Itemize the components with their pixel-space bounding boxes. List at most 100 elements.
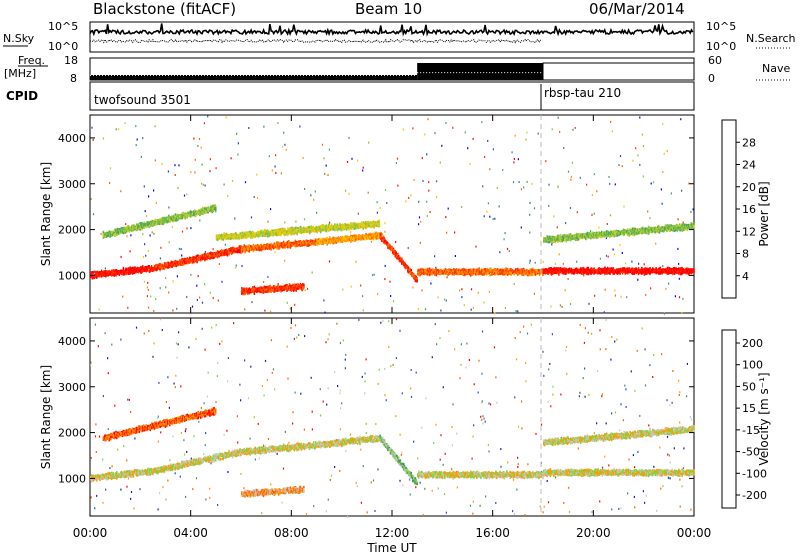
scatter-point [521, 188, 522, 190]
scatter-point [282, 146, 283, 148]
scatter-point [512, 151, 513, 153]
scatter-point [534, 293, 535, 295]
data-cell [613, 267, 615, 269]
scatter-point [592, 194, 593, 196]
freq-bar [417, 63, 543, 80]
scatter-point [395, 241, 396, 243]
scatter-point [575, 127, 576, 129]
scatter-point [226, 117, 227, 119]
data-cell [416, 280, 418, 282]
data-cell [113, 270, 115, 272]
data-cell [334, 238, 336, 240]
scatter-point [186, 227, 187, 229]
scatter-point [521, 227, 522, 229]
scatter-point [419, 216, 420, 218]
scatter-point [535, 262, 536, 264]
scatter-point [196, 285, 197, 287]
scatter-point [412, 127, 413, 129]
scatter-point [148, 250, 149, 252]
scatter-point [263, 126, 264, 128]
scatter-point [555, 263, 556, 265]
scatter-point [329, 149, 330, 151]
scatter-point [175, 174, 176, 176]
data-cell [276, 248, 278, 250]
scatter-point [272, 170, 273, 172]
freq-label: Freq. [18, 54, 45, 67]
scatter-point [127, 307, 128, 309]
scatter-point [136, 144, 137, 146]
data-cell [226, 250, 228, 252]
scatter-point [473, 307, 474, 309]
data-cell [217, 256, 219, 258]
scatter-point [304, 188, 305, 190]
scatter-point [445, 216, 446, 218]
scatter-point [181, 255, 182, 257]
scatter-point [245, 181, 246, 183]
scatter-point [204, 283, 205, 285]
data-cell [416, 277, 418, 279]
scatter-point [122, 296, 123, 298]
scatter-point [153, 190, 154, 192]
scatter-point [269, 155, 270, 157]
scatter-point [507, 248, 508, 250]
scatter-point [455, 255, 456, 257]
scatter-point [368, 142, 369, 144]
scatter-point [571, 176, 572, 178]
scatter-point [263, 281, 264, 283]
scatter-point [434, 132, 435, 134]
scatter-point [287, 302, 288, 304]
scatter-point [651, 183, 652, 185]
data-cell [332, 242, 334, 244]
scatter-point [349, 193, 350, 195]
scatter-point [323, 299, 324, 301]
scatter-point [384, 278, 385, 280]
data-cell [164, 267, 166, 269]
scatter-point [572, 129, 573, 131]
scatter-point [155, 159, 156, 161]
scatter-point [562, 306, 563, 308]
freq-bar [90, 75, 417, 80]
scatter-point [615, 295, 616, 297]
scatter-point [488, 202, 489, 204]
scatter-point [145, 255, 146, 257]
scatter-point [428, 181, 429, 183]
scatter-point [153, 233, 154, 235]
scatter-point [679, 296, 680, 298]
freq-tick-high: 18 [64, 54, 78, 67]
scatter-point [283, 132, 284, 134]
data-cell [401, 258, 403, 260]
scatter-point [570, 303, 571, 305]
scatter-point [598, 227, 599, 229]
scatter-point [168, 207, 169, 209]
scatter-point [199, 220, 200, 222]
scatter-point [144, 243, 145, 245]
scatter-point [421, 289, 422, 291]
scatter-point [487, 140, 488, 142]
scatter-point [194, 171, 195, 173]
scatter-point [324, 173, 325, 175]
scatter-point [148, 289, 149, 291]
scatter-point [622, 252, 623, 254]
scatter-point [408, 197, 409, 199]
scatter-point [248, 127, 249, 129]
scatter-point [360, 285, 361, 287]
scatter-point [393, 300, 394, 302]
scatter-point [101, 233, 102, 235]
data-cell [569, 268, 571, 270]
data-cell [117, 228, 119, 230]
cpid-program-0: twofsound 3501 [94, 93, 191, 107]
scatter-point [610, 121, 611, 123]
scatter-point [120, 190, 121, 192]
scatter-point [678, 263, 679, 265]
data-cell [693, 271, 695, 273]
scatter-point [203, 184, 204, 186]
scatter-point [478, 292, 479, 294]
scatter-point [160, 257, 161, 259]
data-cell [336, 242, 338, 244]
scatter-point [444, 299, 445, 301]
scatter-point [675, 295, 676, 297]
scatter-point [545, 160, 546, 162]
scatter-point [473, 138, 474, 140]
scatter-point [664, 313, 665, 315]
